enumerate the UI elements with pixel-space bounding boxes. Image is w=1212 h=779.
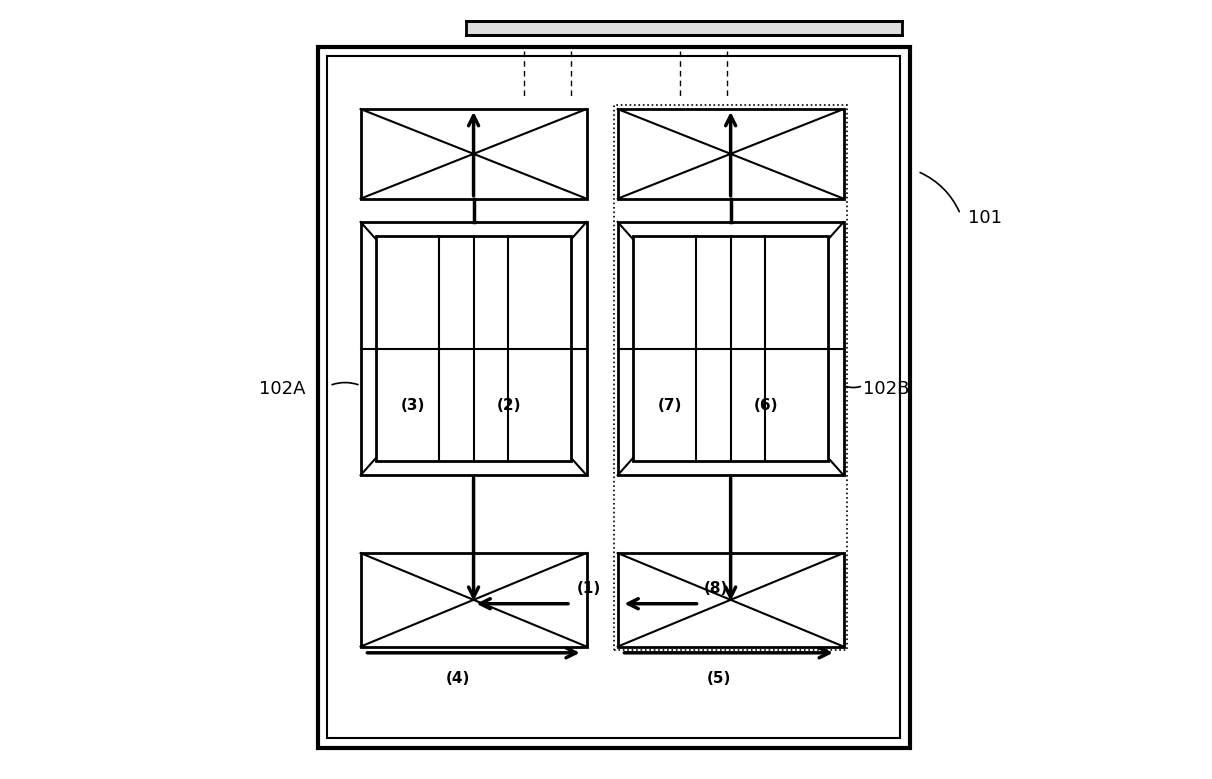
- Text: (1): (1): [577, 581, 601, 596]
- Text: (6): (6): [754, 397, 779, 413]
- Bar: [361, 222, 587, 475]
- Bar: [618, 222, 844, 475]
- Bar: [633, 236, 828, 461]
- Text: 102B: 102B: [863, 380, 909, 399]
- Bar: [318, 47, 910, 748]
- Bar: [618, 109, 844, 199]
- Bar: [618, 553, 844, 647]
- Text: (4): (4): [446, 671, 470, 686]
- Text: (3): (3): [401, 397, 425, 413]
- Text: 101: 101: [968, 209, 1002, 227]
- Bar: [361, 109, 587, 199]
- Bar: [376, 236, 571, 461]
- Bar: [613, 105, 847, 650]
- Text: (7): (7): [658, 397, 682, 413]
- Text: 102A: 102A: [259, 380, 305, 399]
- Text: (8): (8): [704, 581, 728, 596]
- Text: (2): (2): [497, 397, 521, 413]
- Bar: [361, 553, 587, 647]
- Bar: [465, 21, 902, 35]
- Text: (5): (5): [707, 671, 731, 686]
- Bar: [327, 56, 901, 738]
